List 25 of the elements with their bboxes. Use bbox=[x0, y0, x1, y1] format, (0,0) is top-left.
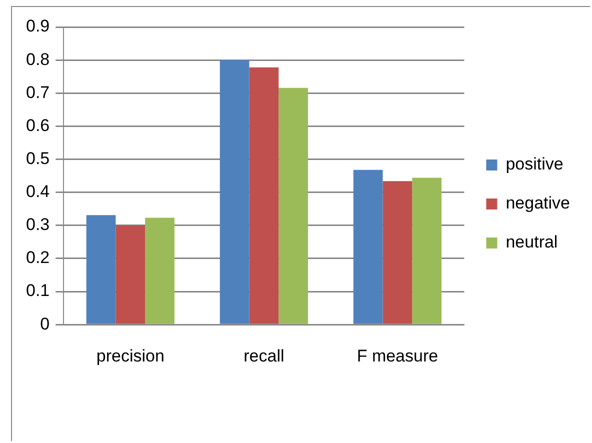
y-tick-label: 0.4 bbox=[26, 182, 50, 202]
y-tick-label: 0.6 bbox=[26, 116, 50, 135]
x-tick-label: precision bbox=[96, 346, 164, 366]
bar bbox=[86, 215, 116, 324]
y-tick-label: 0.1 bbox=[26, 281, 50, 300]
bar bbox=[220, 60, 250, 324]
y-tick-label: 0.8 bbox=[26, 50, 50, 69]
x-tick-label: F measure bbox=[356, 346, 438, 366]
legend-label: positive bbox=[506, 154, 564, 174]
bar bbox=[412, 178, 442, 324]
y-tick-label: 0.7 bbox=[26, 82, 50, 102]
y-tick-label: 0.5 bbox=[26, 148, 50, 168]
y-tick-label: 0.9 bbox=[26, 16, 50, 36]
legend-label: negative bbox=[506, 194, 570, 213]
bar bbox=[116, 225, 146, 324]
y-tick-label: 0.2 bbox=[26, 248, 50, 268]
legend-label: neutral bbox=[506, 232, 558, 252]
bar bbox=[145, 218, 174, 324]
bar bbox=[382, 181, 412, 324]
bar bbox=[353, 170, 383, 324]
bar bbox=[249, 67, 279, 324]
x-tick-label: recall bbox=[244, 346, 284, 366]
bar bbox=[278, 88, 308, 324]
y-tick-label: 0 bbox=[40, 314, 50, 334]
y-tick-label: 0.3 bbox=[26, 215, 50, 234]
